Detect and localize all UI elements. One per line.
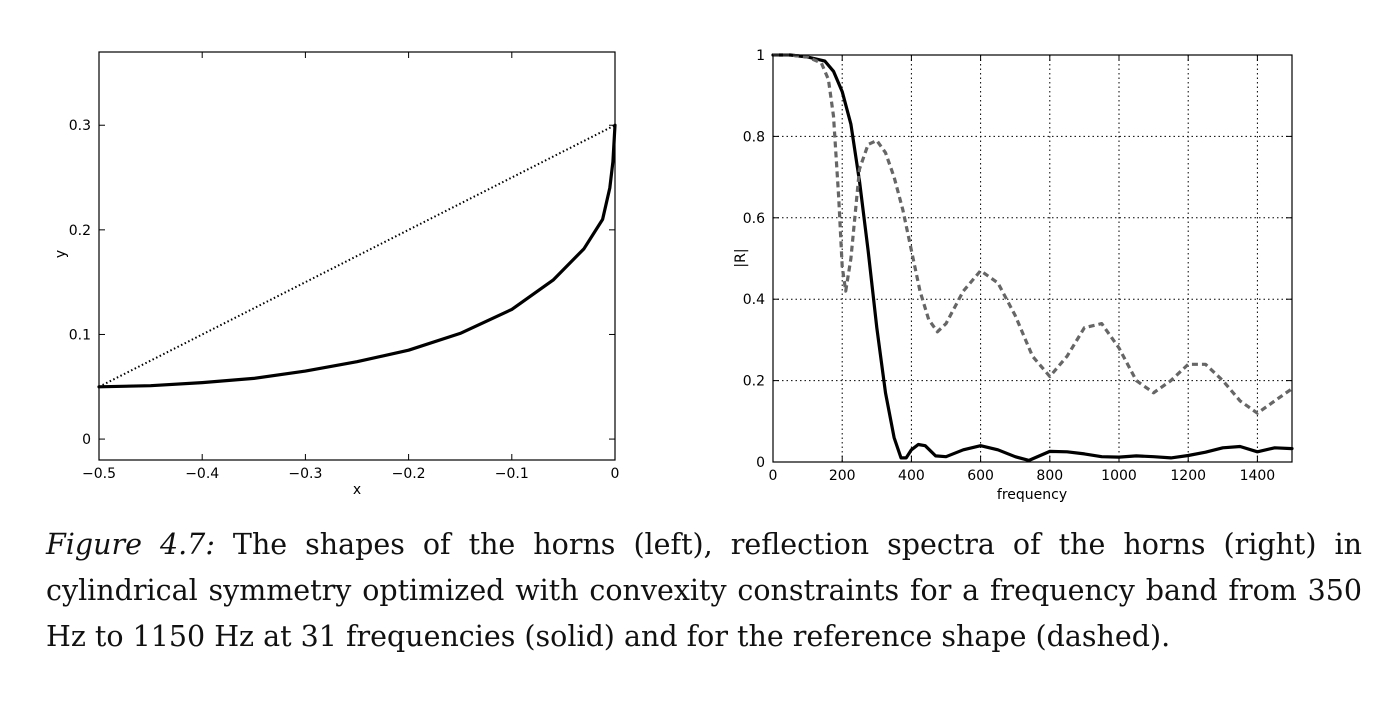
x-tick-label: 1000 [1101, 468, 1137, 484]
x-tick-label: 1400 [1240, 468, 1276, 484]
left-chart-horn-shapes: −0.5 −0.4 −0.3 −0.2 −0.1 0 0 0.1 0.2 0.3 x y [53, 51, 620, 498]
x-tick-label: 600 [967, 468, 994, 484]
series-line-dashed [773, 53, 1293, 415]
series-line-solid [97, 123, 617, 389]
y-tick-label: 1 [756, 48, 765, 64]
y-tick-label: 0.1 [69, 327, 91, 343]
x-axis-label: x [353, 482, 361, 498]
x-axis-label: frequency [997, 487, 1067, 503]
y-tick-label: 0.2 [743, 374, 765, 390]
figure-caption-text: The shapes of the horns (left), reflecti… [46, 528, 1362, 653]
y-tick-label: 0.6 [743, 211, 765, 227]
x-tick-label: −0.5 [82, 466, 116, 482]
x-tick-label: 1200 [1170, 468, 1206, 484]
x-tick-label: 0 [611, 466, 620, 482]
axes-frame [98, 51, 616, 461]
y-tick-label: 0 [82, 432, 91, 448]
y-tick-label: 0.4 [743, 292, 765, 308]
y-axis-label: y [53, 250, 69, 258]
x-tick-label: −0.4 [185, 466, 219, 482]
figure-caption: Figure 4.7: The shapes of the horns (lef… [46, 522, 1362, 660]
y-tick-label: 0.2 [69, 223, 91, 239]
x-tick-label: −0.1 [495, 466, 529, 482]
series-line-solid [771, 53, 1294, 462]
y-axis-label: |R| [733, 248, 749, 267]
y-tick-label: 0 [756, 455, 765, 471]
axes-frame [772, 54, 1293, 463]
y-tick-label: 0.3 [69, 118, 91, 134]
x-tick-label: −0.3 [288, 466, 322, 482]
x-tick-label: 800 [1036, 468, 1063, 484]
y-tick-label: 0.8 [743, 129, 765, 145]
figure-caption-label: Figure 4.7: [46, 528, 215, 561]
x-tick-label: 200 [829, 468, 856, 484]
x-tick-label: 0 [769, 468, 778, 484]
right-chart-reflection-spectra: 0 200 400 600 800 1000 1200 1400 0 0.2 0.4 0.6 0.8 1 f… [733, 48, 1294, 503]
x-tick-label: −0.2 [392, 466, 426, 482]
x-tick-label: 400 [898, 468, 925, 484]
series-line-dotted [98, 124, 616, 388]
figure-canvas: −0.5 −0.4 −0.3 −0.2 −0.1 000.10.20.3xy 0 200 40… [53, 48, 1294, 503]
